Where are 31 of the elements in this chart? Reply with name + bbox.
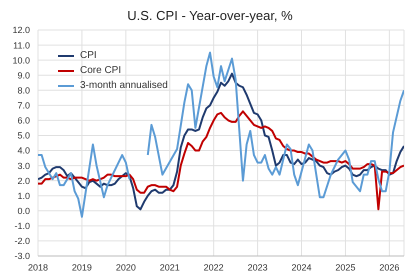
x-tick-label: 2020 <box>116 262 136 272</box>
y-tick-label: 10.0 <box>12 55 30 66</box>
x-tick-label: 2026 <box>379 262 400 272</box>
y-tick-label: 7.0 <box>17 100 30 111</box>
y-tick-label: 8.0 <box>17 85 30 96</box>
x-tick-label: 2025 <box>335 262 356 272</box>
y-tick-label: 6.0 <box>17 116 30 126</box>
legend-label: CPI <box>80 49 97 63</box>
y-tick-label: 3.0 <box>17 160 30 171</box>
y-tick-label: 5.0 <box>17 130 30 141</box>
y-tick-label: 0.0 <box>17 206 30 216</box>
x-tick-label: 2022 <box>204 262 224 272</box>
x-tick-label: 2019 <box>72 262 92 272</box>
line-series <box>38 110 404 210</box>
y-tick-label: 1.0 <box>17 190 30 201</box>
x-tick-label: 2023 <box>248 262 268 272</box>
line-series <box>38 72 404 210</box>
y-tick-label: 12.0 <box>12 25 30 36</box>
y-tick-label: 2.0 <box>17 176 30 186</box>
x-tick-label: 2021 <box>160 262 180 272</box>
legend-label: Core CPI <box>80 64 122 78</box>
y-tick-label: 4.0 <box>17 146 30 156</box>
y-tick-label: -3.0 <box>14 251 30 262</box>
legend-label: 3-month annualised <box>80 79 168 93</box>
chart-title: U.S. CPI - Year-over-year, % <box>126 8 294 25</box>
y-tick-label: -1.0 <box>14 221 30 232</box>
y-tick-label: 11.0 <box>13 40 30 50</box>
x-tick-label: 2018 <box>28 262 48 272</box>
y-tick-label: -2.0 <box>14 236 30 246</box>
y-tick-label: 9.0 <box>17 70 30 80</box>
x-tick-label: 2024 <box>292 262 312 272</box>
